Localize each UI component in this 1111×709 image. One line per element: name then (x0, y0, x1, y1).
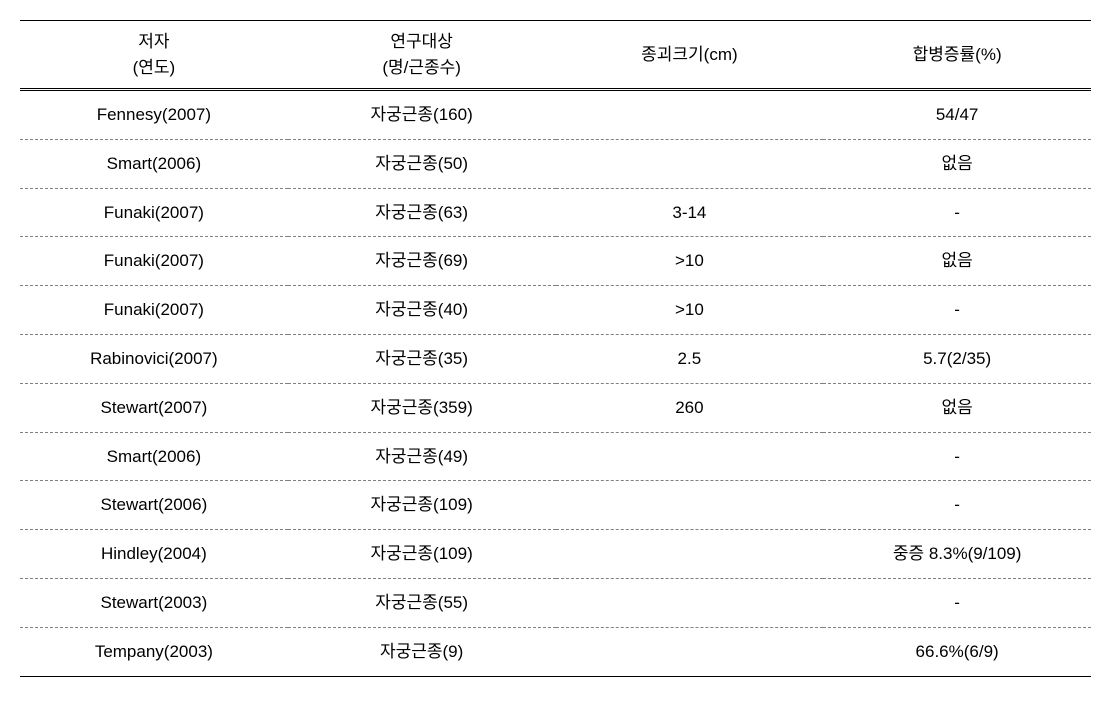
col-header-subject-line1: 연구대상 (390, 32, 453, 51)
table-row: Smart(2006) 자궁근종(50) 없음 (20, 139, 1091, 188)
cell-complication: 없음 (823, 383, 1091, 432)
cell-size (556, 139, 824, 188)
cell-subject: 자궁근종(50) (288, 139, 556, 188)
cell-size (556, 481, 824, 530)
table-row: Funaki(2007) 자궁근종(40) >10 - (20, 286, 1091, 335)
cell-subject: 자궁근종(49) (288, 432, 556, 481)
cell-subject: 자궁근종(55) (288, 578, 556, 627)
cell-subject: 자궁근종(9) (288, 627, 556, 676)
cell-complication: - (823, 188, 1091, 237)
col-header-author-line2: (연도) (133, 58, 176, 77)
study-table-container: 저자 (연도) 연구대상 (명/근종수) 종괴크기(cm) 합병증률(%) Fe… (20, 20, 1091, 677)
cell-complication: 66.6%(6/9) (823, 627, 1091, 676)
cell-subject: 자궁근종(35) (288, 334, 556, 383)
col-header-size: 종괴크기(cm) (556, 21, 824, 90)
cell-size: >10 (556, 286, 824, 335)
table-row: Funaki(2007) 자궁근종(63) 3-14 - (20, 188, 1091, 237)
col-header-author: 저자 (연도) (20, 21, 288, 90)
cell-subject: 자궁근종(69) (288, 237, 556, 286)
cell-subject: 자궁근종(63) (288, 188, 556, 237)
col-header-subject-line2: (명/근종수) (382, 58, 461, 77)
cell-author: Rabinovici(2007) (20, 334, 288, 383)
cell-complication: - (823, 578, 1091, 627)
cell-author: Smart(2006) (20, 139, 288, 188)
cell-size (556, 530, 824, 579)
cell-subject: 자궁근종(109) (288, 530, 556, 579)
cell-author: Stewart(2006) (20, 481, 288, 530)
table-header: 저자 (연도) 연구대상 (명/근종수) 종괴크기(cm) 합병증률(%) (20, 21, 1091, 90)
cell-author: Funaki(2007) (20, 286, 288, 335)
cell-size: 3-14 (556, 188, 824, 237)
cell-size: 2.5 (556, 334, 824, 383)
cell-complication: 5.7(2/35) (823, 334, 1091, 383)
table-row: Smart(2006) 자궁근종(49) - (20, 432, 1091, 481)
table-row: Stewart(2007) 자궁근종(359) 260 없음 (20, 383, 1091, 432)
col-header-author-line1: 저자 (138, 32, 169, 51)
cell-size: 260 (556, 383, 824, 432)
cell-complication: 없음 (823, 139, 1091, 188)
cell-author: Funaki(2007) (20, 188, 288, 237)
cell-complication: 없음 (823, 237, 1091, 286)
cell-subject: 자궁근종(359) (288, 383, 556, 432)
cell-complication: 중증 8.3%(9/109) (823, 530, 1091, 579)
table-row: Stewart(2006) 자궁근종(109) - (20, 481, 1091, 530)
cell-size (556, 90, 824, 140)
cell-complication: - (823, 432, 1091, 481)
col-header-complication: 합병증률(%) (823, 21, 1091, 90)
cell-complication: - (823, 286, 1091, 335)
cell-size (556, 578, 824, 627)
cell-author: Fennesy(2007) (20, 90, 288, 140)
cell-complication: - (823, 481, 1091, 530)
cell-size (556, 627, 824, 676)
cell-size (556, 432, 824, 481)
cell-author: Hindley(2004) (20, 530, 288, 579)
cell-size: >10 (556, 237, 824, 286)
cell-subject: 자궁근종(109) (288, 481, 556, 530)
cell-complication: 54/47 (823, 90, 1091, 140)
table-row: Stewart(2003) 자궁근종(55) - (20, 578, 1091, 627)
table-row: Funaki(2007) 자궁근종(69) >10 없음 (20, 237, 1091, 286)
table-row: Fennesy(2007) 자궁근종(160) 54/47 (20, 90, 1091, 140)
cell-author: Smart(2006) (20, 432, 288, 481)
table-body: Fennesy(2007) 자궁근종(160) 54/47 Smart(2006… (20, 90, 1091, 677)
col-header-subject: 연구대상 (명/근종수) (288, 21, 556, 90)
col-header-complication-line1: 합병증률(%) (913, 45, 1002, 64)
table-row: Hindley(2004) 자궁근종(109) 중증 8.3%(9/109) (20, 530, 1091, 579)
study-table: 저자 (연도) 연구대상 (명/근종수) 종괴크기(cm) 합병증률(%) Fe… (20, 20, 1091, 677)
table-row: Tempany(2003) 자궁근종(9) 66.6%(6/9) (20, 627, 1091, 676)
cell-author: Tempany(2003) (20, 627, 288, 676)
cell-author: Stewart(2003) (20, 578, 288, 627)
cell-subject: 자궁근종(40) (288, 286, 556, 335)
cell-author: Funaki(2007) (20, 237, 288, 286)
cell-author: Stewart(2007) (20, 383, 288, 432)
cell-subject: 자궁근종(160) (288, 90, 556, 140)
table-row: Rabinovici(2007) 자궁근종(35) 2.5 5.7(2/35) (20, 334, 1091, 383)
col-header-size-line1: 종괴크기(cm) (641, 45, 738, 64)
